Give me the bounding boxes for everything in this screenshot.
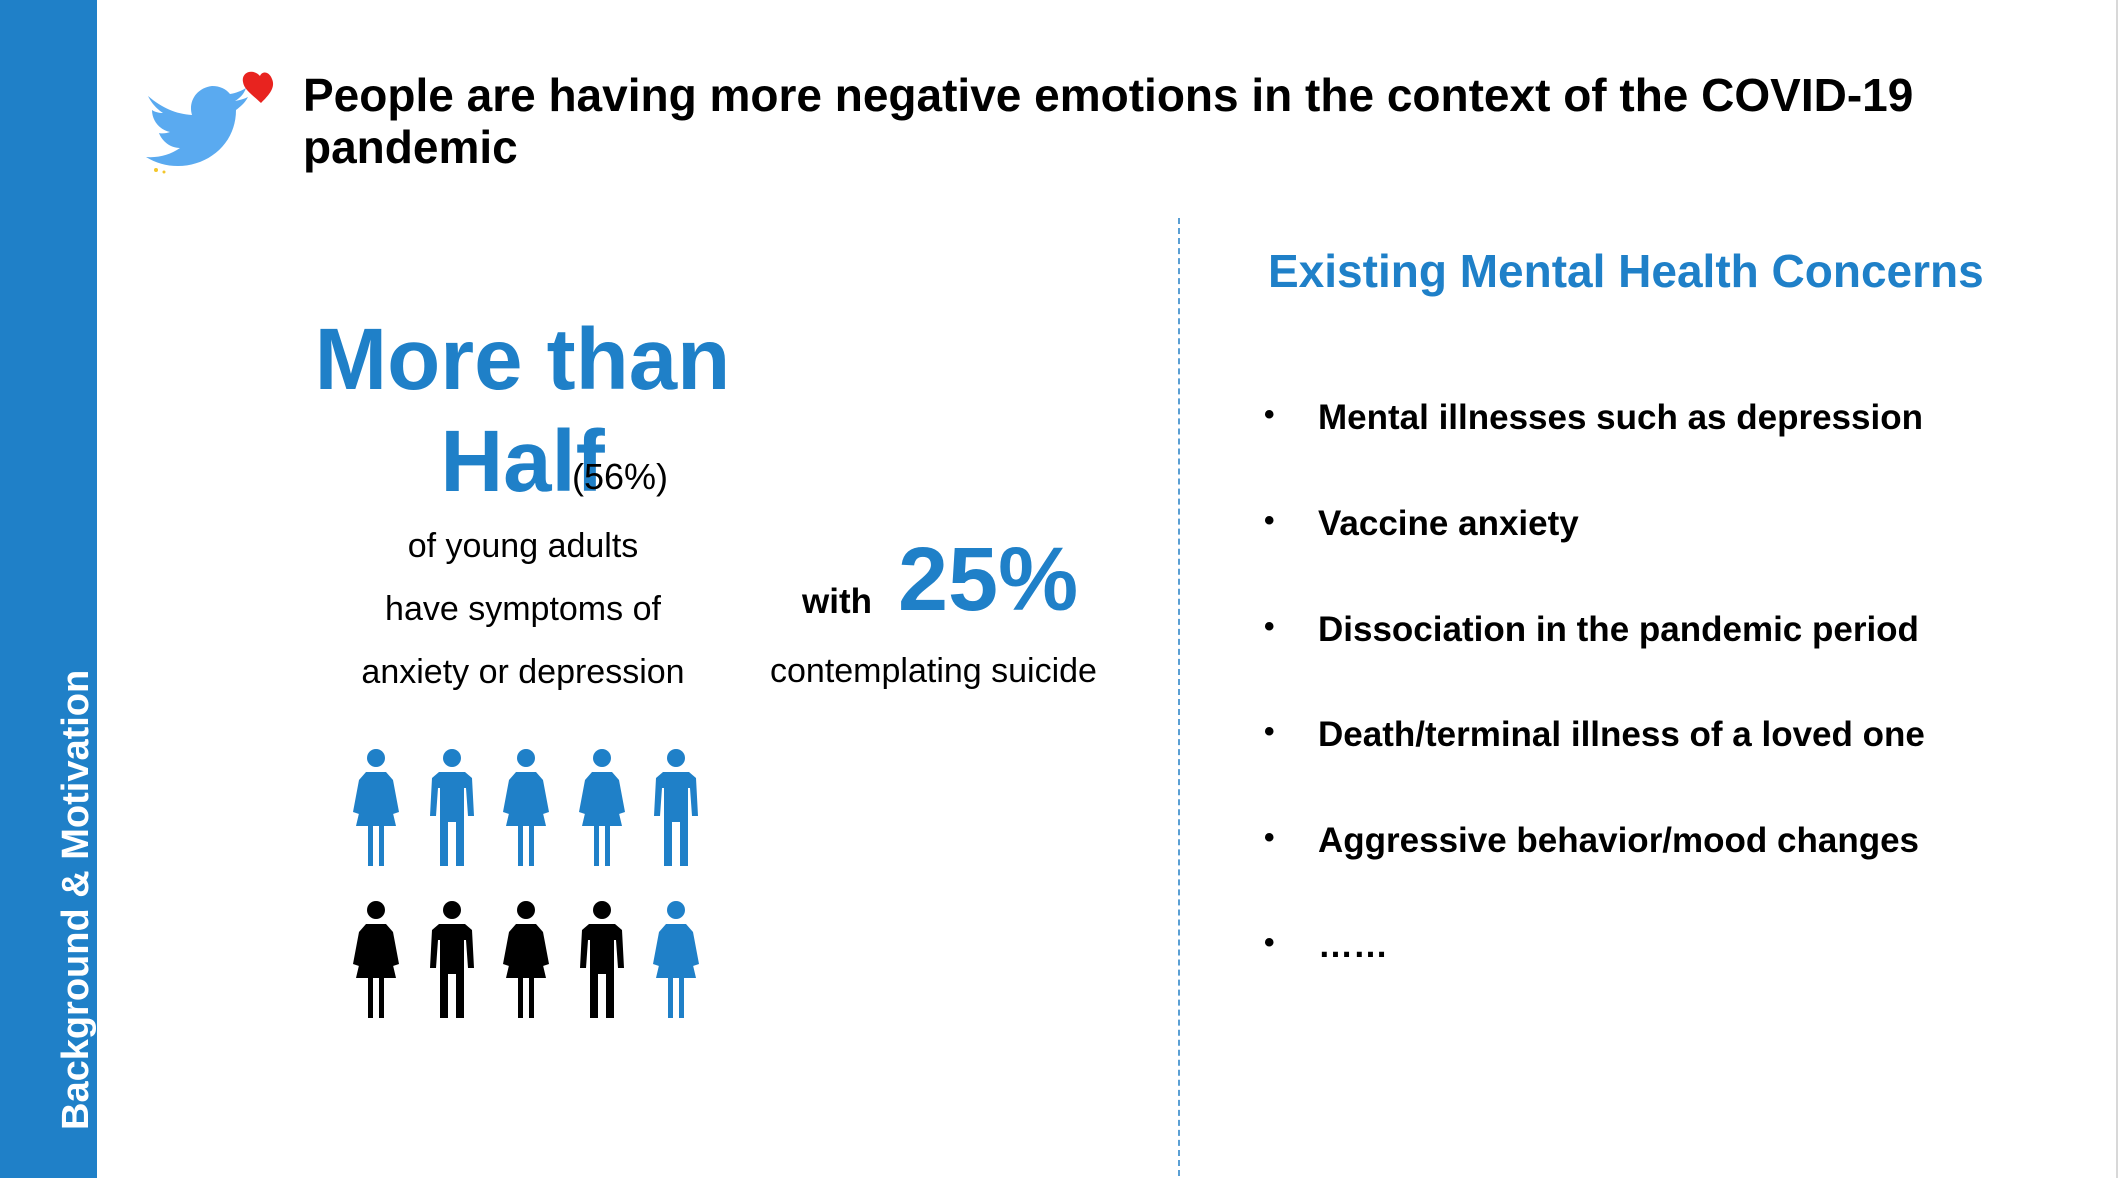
twitter-bird-with-heart-icon bbox=[146, 71, 274, 174]
suicide-text: contemplating suicide bbox=[770, 652, 1097, 690]
concern-text: Vaccine anxiety bbox=[1318, 504, 1579, 543]
bullet-icon: • bbox=[1264, 926, 1275, 959]
person-icon bbox=[653, 901, 699, 1018]
person-icon bbox=[579, 749, 625, 866]
bullet-icon: • bbox=[1264, 610, 1275, 643]
concern-text: Aggressive behavior/mood changes bbox=[1318, 821, 1920, 860]
person-icon bbox=[353, 901, 399, 1018]
person-icon bbox=[353, 749, 399, 866]
concern-text: Dissociation in the pandemic period bbox=[1318, 610, 1919, 649]
concern-text: Mental illnesses such as depression bbox=[1318, 398, 1923, 437]
right-edge-line bbox=[2116, 0, 2118, 1178]
sidebar-label: Background & Motivation bbox=[55, 669, 97, 1130]
bullet-icon: • bbox=[1264, 504, 1275, 537]
bullet-icon: • bbox=[1264, 715, 1275, 748]
column-divider bbox=[1178, 218, 1180, 1176]
with-label: with bbox=[802, 582, 872, 621]
person-icon bbox=[580, 901, 624, 1018]
person-icon bbox=[503, 901, 549, 1018]
person-icon bbox=[430, 901, 474, 1018]
percent-56-label: (56%) bbox=[572, 456, 669, 497]
page-title: People are having more negative emotions… bbox=[303, 69, 1914, 173]
suicide-percent: 25% bbox=[898, 530, 1079, 630]
bullet-icon: • bbox=[1264, 398, 1275, 431]
person-icon bbox=[430, 749, 474, 866]
concern-text: Death/terminal illness of a loved one bbox=[1318, 715, 1925, 754]
concerns-heading: Existing Mental Health Concerns bbox=[1268, 245, 1984, 297]
person-icon bbox=[503, 749, 549, 866]
stat-line-2: have symptoms of bbox=[385, 590, 661, 628]
concern-text: …… bbox=[1318, 926, 1388, 965]
headline-line-1: More than bbox=[314, 311, 731, 408]
sidebar-band: Background & Motivation bbox=[0, 0, 97, 1178]
bullet-icon: • bbox=[1264, 821, 1275, 854]
person-icon bbox=[654, 749, 698, 866]
headline-line-2: Half bbox=[440, 413, 605, 510]
stat-line-3: anxiety or depression bbox=[361, 653, 685, 691]
stat-line-1: of young adults bbox=[407, 527, 639, 565]
